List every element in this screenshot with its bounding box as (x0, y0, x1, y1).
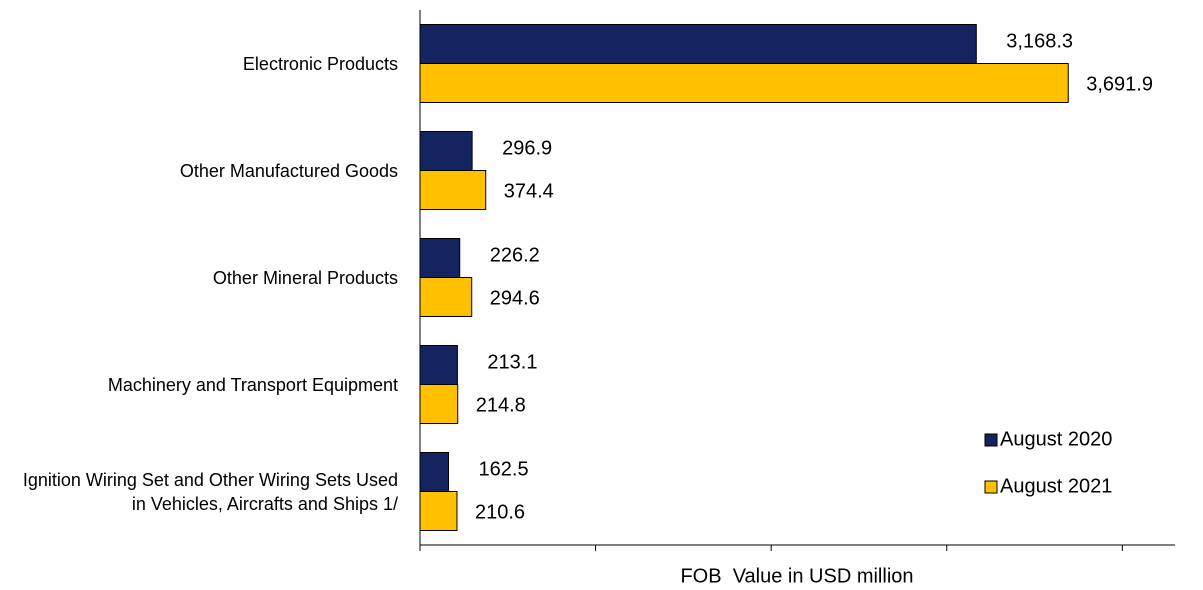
bar (419, 345, 458, 385)
legend-swatch (984, 433, 998, 447)
y-tick-label: Ignition Wiring Set and Other Wiring Set… (22, 469, 398, 514)
value-label: 3,691.9 (1086, 73, 1153, 95)
bar (419, 238, 461, 278)
bar (419, 63, 1069, 103)
value-label: 210.6 (475, 501, 525, 523)
legend-swatch (984, 480, 998, 494)
bar (419, 131, 473, 171)
y-tick-label: Other Manufactured Goods (179, 160, 398, 181)
value-label: 214.8 (476, 394, 526, 416)
bar (419, 452, 450, 492)
legend-label: August 2020 (1000, 428, 1112, 450)
value-label: 213.1 (487, 351, 537, 373)
bar (419, 491, 458, 531)
bar (419, 24, 977, 64)
y-tick-label: Machinery and Transport Equipment (107, 374, 398, 395)
x-axis-label: FOB Value in USD million (680, 565, 913, 587)
value-label: 296.9 (502, 137, 552, 159)
value-label: 374.4 (504, 180, 554, 202)
bar (419, 384, 459, 424)
value-label: 226.2 (490, 244, 540, 266)
value-label: 162.5 (479, 458, 529, 480)
y-tick-label: Other Mineral Products (212, 267, 398, 288)
bar (419, 277, 473, 317)
legend-label: August 2021 (1000, 475, 1112, 497)
y-tick-label: Electronic Products (242, 53, 398, 74)
value-label: 3,168.3 (1006, 30, 1073, 52)
value-label: 294.6 (490, 287, 540, 309)
bar (419, 170, 487, 210)
